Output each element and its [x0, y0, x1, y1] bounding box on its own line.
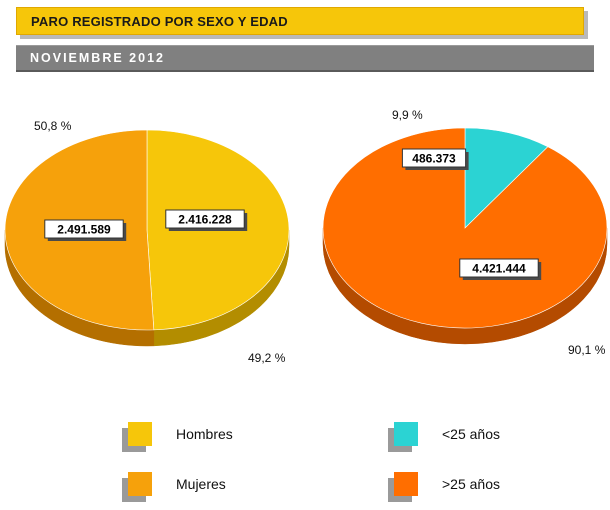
- percent-label-hombres: 49,2 %: [248, 351, 286, 365]
- legend-swatch-mujeres: [128, 472, 152, 496]
- percent-label-gt-25-a-os: 90,1 %: [568, 343, 606, 357]
- pie-chart-1: 2.416.228 2.491.589 49,2 % 50,8 %: [4, 119, 290, 365]
- title-bar: PARO REGISTRADO POR SEXO Y EDAD: [16, 7, 584, 35]
- svg-text:486.373: 486.373: [412, 152, 456, 166]
- svg-text:2.491.589: 2.491.589: [57, 223, 111, 237]
- legend-label-hombres: Hombres: [176, 426, 233, 442]
- percent-label-mujeres: 50,8 %: [34, 119, 72, 133]
- legend-label-mujeres: Mujeres: [176, 476, 226, 492]
- pie-slice-lt-25-a-os: [464, 127, 549, 229]
- legend-swatch-hombres: [128, 422, 152, 446]
- legend-label-menores-25: <25 años: [442, 426, 500, 442]
- svg-text:2.416.228: 2.416.228: [178, 213, 232, 227]
- value-label-lt-25-a-os: 486.373: [401, 148, 469, 170]
- value-label-hombres: 2.416.228: [165, 209, 248, 231]
- pie-chart-2: 486.373 4.421.444 9,9 % 90,1 %: [322, 108, 608, 357]
- subtitle-bar: NOVIEMBRE 2012: [16, 45, 594, 72]
- legend-label-mayores-25: >25 años: [442, 476, 500, 492]
- legend-swatch-mayores-25: [394, 472, 418, 496]
- svg-text:4.421.444: 4.421.444: [472, 262, 526, 276]
- chart-subtitle: NOVIEMBRE 2012: [30, 51, 165, 65]
- legend-swatch-menores-25: [394, 422, 418, 446]
- chart-title: PARO REGISTRADO POR SEXO Y EDAD: [31, 14, 288, 29]
- percent-label-lt-25-a-os: 9,9 %: [392, 108, 423, 122]
- value-label-mujeres: 2.491.589: [44, 219, 127, 241]
- value-label-gt-25-a-os: 4.421.444: [459, 258, 542, 280]
